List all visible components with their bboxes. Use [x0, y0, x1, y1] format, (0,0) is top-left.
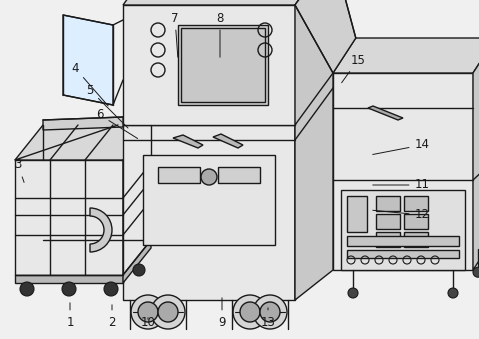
- Polygon shape: [404, 232, 428, 247]
- Polygon shape: [295, 0, 333, 125]
- Text: 4: 4: [71, 61, 108, 106]
- Polygon shape: [347, 236, 459, 246]
- Polygon shape: [368, 106, 403, 120]
- Polygon shape: [123, 0, 333, 5]
- Polygon shape: [123, 73, 333, 125]
- Text: 1: 1: [66, 303, 74, 328]
- Polygon shape: [295, 5, 333, 300]
- Text: 2: 2: [108, 305, 116, 328]
- Circle shape: [158, 302, 178, 322]
- Polygon shape: [178, 25, 268, 105]
- Circle shape: [131, 295, 165, 329]
- Polygon shape: [181, 28, 265, 102]
- Circle shape: [133, 264, 145, 276]
- Text: 13: 13: [261, 308, 275, 328]
- Polygon shape: [123, 240, 151, 283]
- Polygon shape: [376, 196, 400, 211]
- Circle shape: [348, 288, 358, 298]
- Polygon shape: [218, 167, 260, 183]
- Polygon shape: [333, 73, 473, 270]
- Polygon shape: [295, 0, 356, 73]
- Circle shape: [104, 282, 118, 296]
- Circle shape: [20, 282, 34, 296]
- Text: 12: 12: [373, 208, 430, 221]
- Text: 5: 5: [86, 83, 128, 128]
- Circle shape: [473, 267, 479, 277]
- Polygon shape: [341, 190, 465, 270]
- Polygon shape: [295, 73, 333, 300]
- Wedge shape: [90, 208, 112, 252]
- Polygon shape: [123, 125, 151, 275]
- Polygon shape: [123, 5, 295, 125]
- Polygon shape: [15, 275, 123, 283]
- Polygon shape: [404, 214, 428, 229]
- Circle shape: [201, 169, 217, 185]
- Polygon shape: [15, 125, 151, 160]
- Polygon shape: [404, 196, 428, 211]
- Text: 10: 10: [140, 316, 156, 328]
- Circle shape: [138, 302, 158, 322]
- Circle shape: [253, 295, 287, 329]
- Polygon shape: [376, 232, 400, 247]
- Polygon shape: [173, 135, 203, 148]
- Circle shape: [260, 302, 280, 322]
- Polygon shape: [123, 125, 295, 300]
- Polygon shape: [43, 117, 123, 130]
- Text: 7: 7: [171, 12, 179, 57]
- Polygon shape: [473, 38, 479, 270]
- Polygon shape: [376, 214, 400, 229]
- Polygon shape: [347, 250, 459, 258]
- Circle shape: [233, 295, 267, 329]
- Polygon shape: [158, 167, 200, 183]
- Circle shape: [448, 288, 458, 298]
- Text: 11: 11: [373, 179, 430, 192]
- Polygon shape: [347, 196, 367, 232]
- Text: 6: 6: [96, 108, 137, 139]
- Text: 14: 14: [373, 139, 430, 155]
- Polygon shape: [213, 134, 243, 148]
- Polygon shape: [333, 38, 479, 73]
- Text: 9: 9: [218, 298, 226, 328]
- Text: 3: 3: [14, 159, 24, 182]
- Circle shape: [62, 282, 76, 296]
- Text: 15: 15: [342, 54, 365, 83]
- Polygon shape: [63, 15, 113, 105]
- Circle shape: [240, 302, 260, 322]
- Circle shape: [151, 295, 185, 329]
- Polygon shape: [143, 155, 275, 245]
- Polygon shape: [15, 160, 123, 275]
- Text: 8: 8: [217, 12, 224, 57]
